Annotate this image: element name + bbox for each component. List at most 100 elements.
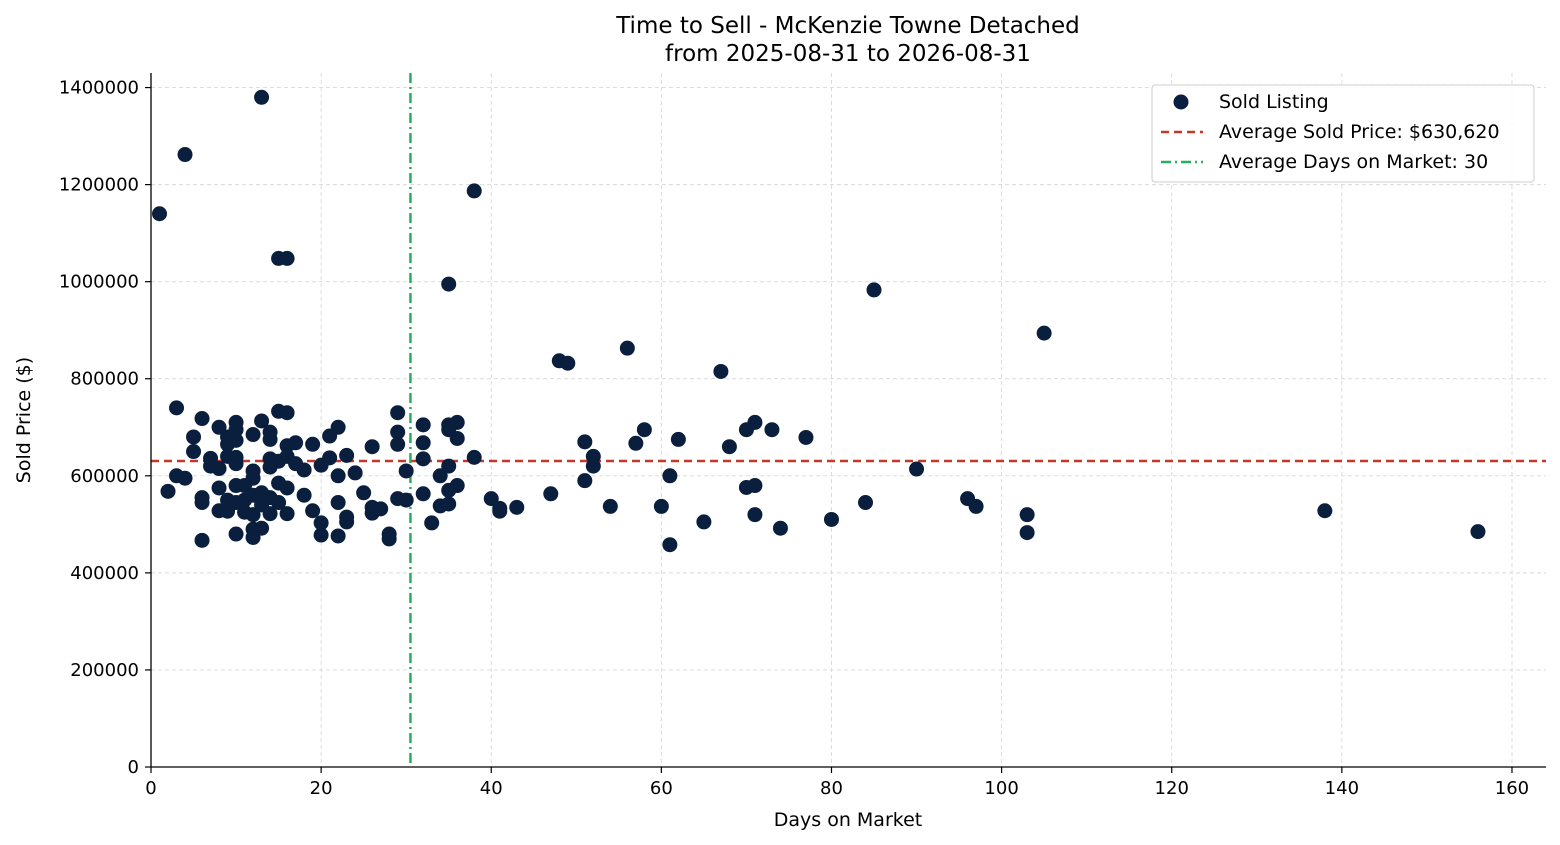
sold-listing-point <box>636 422 652 438</box>
sold-listing-point <box>483 491 499 507</box>
sold-listing-point <box>186 444 202 460</box>
sold-listing-point <box>288 435 304 451</box>
sold-listing-point <box>653 498 669 514</box>
legend: Sold Listing Average Sold Price: $630,62… <box>1151 84 1535 183</box>
sold-listing-point <box>415 435 431 451</box>
sold-listing-point <box>228 456 244 472</box>
y-tick-label: 400000 <box>70 563 139 584</box>
sold-listing-point <box>169 400 185 416</box>
sold-listing-point <box>798 429 814 445</box>
x-tick-label: 160 <box>1495 778 1529 799</box>
sold-listing-point <box>211 480 227 496</box>
sold-listing-point <box>364 439 380 455</box>
y-tick-label: 1400000 <box>59 78 139 99</box>
sold-listing-point <box>585 458 601 474</box>
sold-listing-point <box>211 461 227 477</box>
sold-listing-point <box>279 506 295 522</box>
x-tick-label: 40 <box>480 778 503 799</box>
sold-listing-point <box>330 495 346 511</box>
sold-listing-point <box>441 496 457 512</box>
sold-listing-point <box>390 405 406 421</box>
sold-listing-point <box>560 355 576 371</box>
sold-listing-point <box>424 515 440 531</box>
sold-listing-point <box>211 419 227 435</box>
sold-listing-point <box>466 183 482 199</box>
sold-listing-point <box>305 436 321 452</box>
sold-listing-point <box>449 430 465 446</box>
sold-listing-point <box>628 435 644 451</box>
legend-label-sold-listing: Sold Listing <box>1219 91 1329 113</box>
axes: 0 20 40 60 80 100 120 140 160 0 200000 400000 600000… <box>59 73 1546 799</box>
sold-listing-point <box>662 537 678 553</box>
sold-listing-point <box>356 485 372 501</box>
x-tick-label: 120 <box>1155 778 1189 799</box>
sold-listing-point <box>670 431 686 447</box>
sold-listing-point <box>254 89 270 105</box>
sold-listing-point <box>509 499 525 515</box>
sold-listing-point <box>696 514 712 530</box>
y-tick-label: 800000 <box>70 369 139 390</box>
sold-listing-point <box>279 480 295 496</box>
sold-listing-point <box>330 528 346 544</box>
sold-listing-point <box>772 520 788 536</box>
sold-listing-point <box>245 427 261 443</box>
sold-listing-point <box>373 501 389 517</box>
x-axis-label: Days on Market <box>774 809 922 831</box>
sold-listing-point <box>858 495 874 511</box>
sold-listing-point <box>296 462 312 478</box>
sold-listing-point <box>160 483 176 499</box>
sold-listing-point <box>398 463 414 479</box>
sold-listing-point <box>747 507 763 523</box>
sold-listing-point <box>415 417 431 433</box>
sold-listing-point <box>330 468 346 484</box>
sold-listing-point <box>602 498 618 514</box>
sold-listing-point <box>543 486 559 502</box>
sold-listing-point <box>262 506 278 522</box>
sold-listing-point <box>764 422 780 438</box>
sold-listing-point <box>747 478 763 494</box>
reference-lines <box>151 73 1546 767</box>
x-tick-label: 60 <box>650 778 673 799</box>
sold-listing-point <box>347 465 363 481</box>
sold-listing-point <box>305 503 321 519</box>
sold-listing-point <box>177 470 193 486</box>
sold-listing-point <box>747 414 763 430</box>
y-axis-label: Sold Price ($) <box>13 357 35 483</box>
sold-listing-point <box>619 340 635 356</box>
sold-listing-point <box>662 468 678 484</box>
sold-listing-point <box>441 276 457 292</box>
sold-listing-point <box>968 498 984 514</box>
sold-listing-point <box>279 250 295 266</box>
chart-title-line-1: Time to Sell - McKenzie Towne Detached <box>615 13 1080 39</box>
sold-listing-point <box>186 429 202 445</box>
x-tick-label: 20 <box>310 778 333 799</box>
sold-listing-point <box>577 434 593 450</box>
sold-listing-point <box>577 473 593 489</box>
sold-listing-point <box>279 405 295 421</box>
sold-listing-point <box>339 447 355 463</box>
y-tick-label: 200000 <box>70 660 139 681</box>
sold-listing-point <box>1019 525 1035 541</box>
sold-listing-point <box>390 424 406 440</box>
sold-listing-point <box>466 449 482 465</box>
sold-listing-point <box>313 515 329 531</box>
sold-listing-point <box>492 503 508 519</box>
sold-listing-point <box>1470 524 1486 540</box>
sold-listing-point <box>228 526 244 542</box>
x-tick-label: 0 <box>145 778 156 799</box>
sold-listing-point <box>262 431 278 447</box>
data-points <box>152 89 1486 553</box>
sold-listing-point <box>271 495 287 511</box>
sold-listing-point <box>390 436 406 452</box>
sold-listing-point <box>322 450 338 466</box>
sold-listing-point <box>254 520 270 536</box>
sold-listing-point <box>194 411 210 427</box>
sold-listing-point <box>441 458 457 474</box>
legend-marker-sold-listing <box>1173 94 1189 110</box>
x-tick-label: 140 <box>1325 778 1359 799</box>
sold-listing-point <box>823 511 839 527</box>
sold-listing-point <box>381 531 397 547</box>
legend-box <box>1151 84 1535 183</box>
sold-listing-point <box>245 470 261 486</box>
sold-listing-point <box>398 492 414 508</box>
